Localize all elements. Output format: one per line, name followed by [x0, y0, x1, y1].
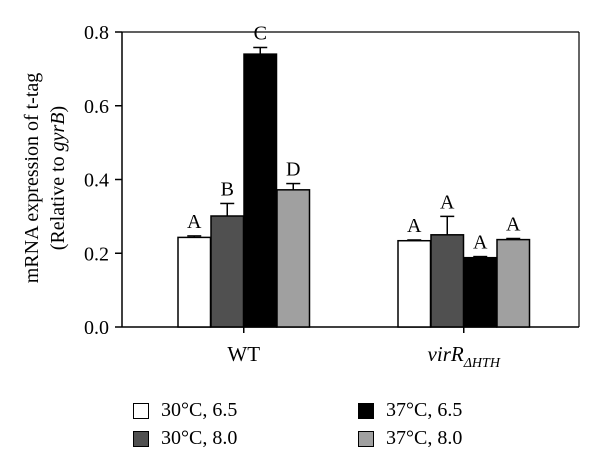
bar-0-0 — [177, 236, 212, 328]
significance-letter-0-3: D — [286, 159, 300, 181]
y-tick-label: 0.4 — [84, 170, 109, 192]
significance-letter-1-1: A — [440, 191, 455, 213]
bar-1-0 — [397, 239, 432, 328]
y-tick-label: 0.0 — [84, 317, 109, 339]
legend-swatch-37c-8-0 — [358, 430, 374, 447]
y-tick-label: 0.2 — [84, 243, 109, 265]
x-group-label-1: virRΔHTH — [428, 342, 501, 371]
bar-0-2 — [243, 53, 278, 328]
legend-swatch-37c-6-5 — [358, 402, 374, 419]
legend-swatch-30c-8-0 — [133, 430, 149, 447]
legend-swatch-30c-6-5 — [133, 402, 149, 419]
significance-letter-1-2: A — [473, 232, 488, 254]
legend-item-30c-6-5: 30°C, 6.5 — [133, 399, 237, 422]
legend-label-37c-8-0: 37°C, 8.0 — [386, 427, 463, 449]
significance-letter-0-1: B — [221, 178, 234, 200]
bar-0-3 — [276, 189, 311, 328]
legend-label-37c-6-5: 37°C, 6.5 — [386, 399, 463, 421]
y-axis-title: mRNA expression of t-tag — [21, 73, 43, 284]
y-axis-subtitle: (Relative to gyrB) — [47, 106, 69, 250]
bar-1-1 — [430, 234, 465, 328]
legend-item-37c-8-0: 37°C, 8.0 — [358, 427, 462, 450]
bar-1-3 — [496, 238, 531, 328]
legend-item-37c-6-5: 37°C, 6.5 — [358, 399, 462, 422]
significance-letter-1-0: A — [407, 215, 422, 237]
x-group-label-0: WT — [227, 342, 260, 366]
bar-1-2 — [463, 256, 498, 328]
significance-letter-0-2: C — [254, 22, 267, 44]
y-tick-label: 0.8 — [84, 22, 109, 44]
bar-0-1 — [210, 215, 245, 328]
legend-label-30c-6-5: 30°C, 6.5 — [161, 399, 238, 421]
significance-letter-1-3: A — [506, 214, 521, 236]
y-tick-label: 0.6 — [84, 96, 109, 118]
significance-letter-0-0: A — [187, 211, 202, 233]
legend-label-30c-8-0: 30°C, 8.0 — [161, 427, 238, 449]
legend-item-30c-8-0: 30°C, 8.0 — [133, 427, 237, 450]
